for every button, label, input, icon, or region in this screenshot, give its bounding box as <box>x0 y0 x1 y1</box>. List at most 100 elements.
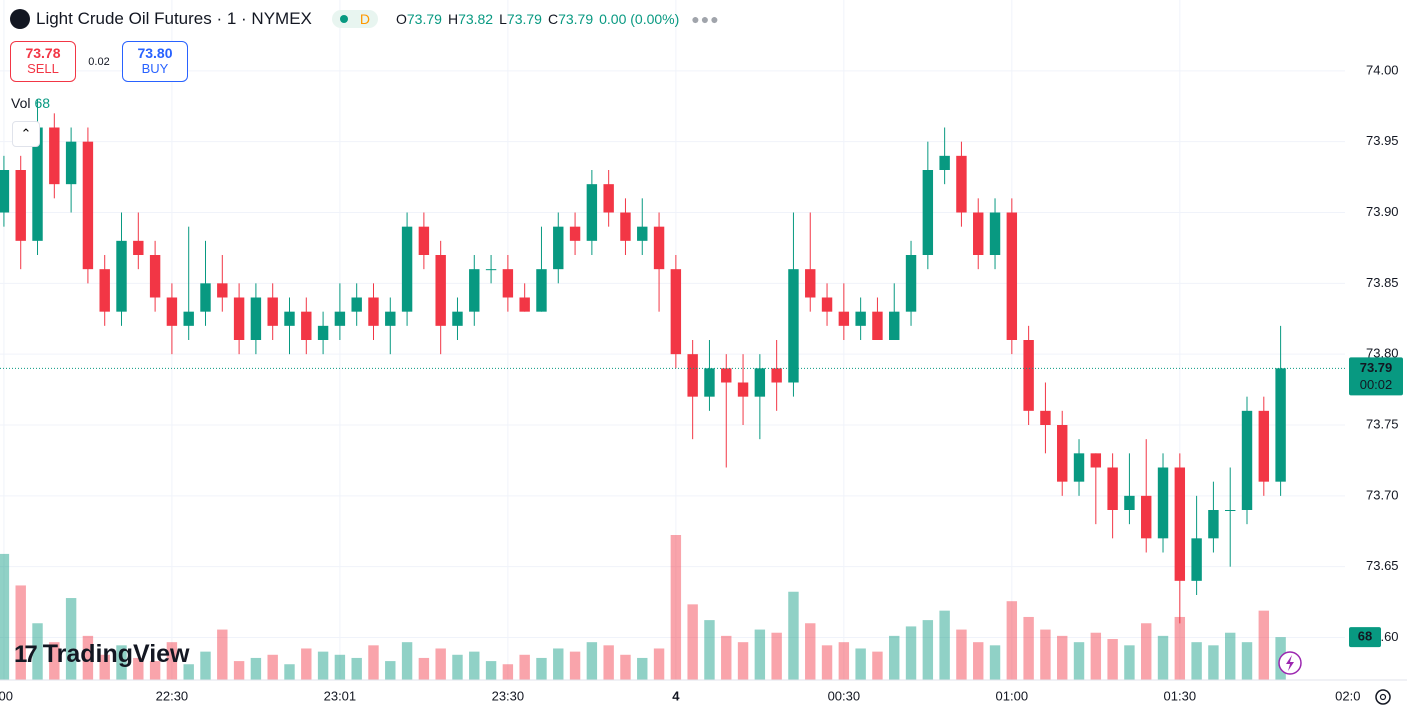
candle-body <box>653 226 665 270</box>
volume-bar <box>183 664 194 680</box>
candle-body <box>737 382 749 397</box>
volume-bar <box>32 623 43 680</box>
candle-body <box>233 297 245 340</box>
volume-bar <box>1107 639 1118 680</box>
sell-button[interactable]: 73.78 SELL <box>10 41 76 82</box>
candle-body <box>1040 410 1051 425</box>
volume-bar <box>922 620 934 680</box>
volume-bar <box>989 645 1001 680</box>
trade-panel: 73.78 SELL 0.02 73.80 BUY <box>10 41 188 82</box>
ohlc-value: 73.82 <box>458 11 494 27</box>
symbol-title[interactable]: Light Crude Oil Futures · 1 · NYMEX <box>36 9 312 28</box>
last-price-tag <box>1349 357 1403 396</box>
more-button[interactable]: ●●● <box>691 11 720 27</box>
watermark-text: TradingView <box>42 640 190 668</box>
volume-bar <box>956 629 967 680</box>
volume-bar <box>1174 616 1186 680</box>
candle-body <box>250 297 262 340</box>
candle-body <box>620 212 631 241</box>
sell-label: SELL <box>27 61 59 76</box>
candle-body <box>183 311 194 326</box>
buy-label: BUY <box>141 61 169 76</box>
candle-body <box>788 269 799 383</box>
candle-body <box>116 240 127 312</box>
volume-bar <box>704 620 715 680</box>
candle-body <box>1208 510 1219 539</box>
candle-body <box>872 311 883 340</box>
volume-bar <box>284 664 295 680</box>
candle-body <box>0 170 10 213</box>
candle-body <box>200 283 211 312</box>
volume-bar <box>754 629 766 680</box>
candle-body <box>956 155 967 213</box>
candle-body <box>905 255 917 312</box>
volume-bar <box>536 657 547 680</box>
volume-bar <box>133 657 144 680</box>
x-tick-label: 22:30 <box>156 688 189 703</box>
volume-bar <box>1090 632 1102 680</box>
volume-bar <box>250 657 262 680</box>
buy-button[interactable]: 73.80 BUY <box>122 41 188 82</box>
candle-body <box>1241 410 1253 510</box>
candle-body <box>284 311 295 326</box>
header: Light Crude Oil Futures · 1 · NYMEX D O 7… <box>10 9 720 29</box>
candle-body <box>771 368 782 383</box>
candle-body <box>721 368 732 383</box>
change: 0.00 (0.00%) <box>599 11 680 27</box>
candle-body <box>821 297 833 312</box>
volume-bar <box>401 642 413 680</box>
volume-bar <box>334 654 346 680</box>
x-tick-label: 01:00 <box>996 688 1029 703</box>
volume-bar <box>200 651 211 680</box>
ohlc-key: H <box>447 11 459 27</box>
candle-body <box>1191 538 1202 581</box>
candle-body <box>418 226 430 255</box>
candle-body <box>1073 453 1085 482</box>
candle-body <box>15 170 26 241</box>
candle-body <box>754 368 766 397</box>
volume-bar <box>317 651 329 680</box>
volume-bar <box>653 648 665 680</box>
settings-icon-center <box>1379 693 1387 701</box>
ohlc-key: O <box>396 11 407 27</box>
candle-body <box>855 311 866 326</box>
candle-body <box>49 127 60 185</box>
candle-body <box>553 226 564 270</box>
volume-bar <box>637 657 648 680</box>
volume-bar <box>149 661 161 680</box>
volume-bar <box>821 645 833 680</box>
candle-body <box>973 212 984 255</box>
candle-body <box>1124 495 1135 510</box>
volume-bar <box>1208 645 1219 680</box>
candle-body <box>401 226 413 312</box>
ohlc-key: L <box>499 11 507 27</box>
ohlc-value: 73.79 <box>506 11 542 27</box>
volume-bar <box>15 585 26 680</box>
volume-bar <box>1191 642 1202 680</box>
volume-bar <box>65 598 77 680</box>
status-badge[interactable]: D <box>331 10 378 28</box>
candle-body <box>637 226 648 241</box>
volume-bar <box>1241 642 1253 680</box>
volume-bar <box>217 629 228 680</box>
volume-bar <box>452 654 463 680</box>
candle-body <box>301 311 312 340</box>
last-price-label: 73.79 <box>1360 360 1393 375</box>
candle-body <box>670 269 682 355</box>
x-tick-label: 00:30 <box>828 688 861 703</box>
candle-body <box>1006 212 1018 340</box>
collapse-button[interactable]: ⌃ <box>12 121 40 147</box>
volume-bar <box>1040 629 1051 680</box>
volume-bar <box>267 654 278 680</box>
volume-bar <box>469 651 480 680</box>
volume-bar <box>1006 601 1018 680</box>
x-tick-label: 23:01 <box>324 688 357 703</box>
volume-bar <box>721 635 732 680</box>
candle-body <box>32 127 43 241</box>
y-tick-label: 73.85 <box>1366 275 1399 290</box>
volume-value: 68 <box>34 95 51 111</box>
candle-body <box>1023 340 1034 411</box>
volume-bar <box>1258 610 1270 680</box>
volume-bar <box>737 642 749 680</box>
